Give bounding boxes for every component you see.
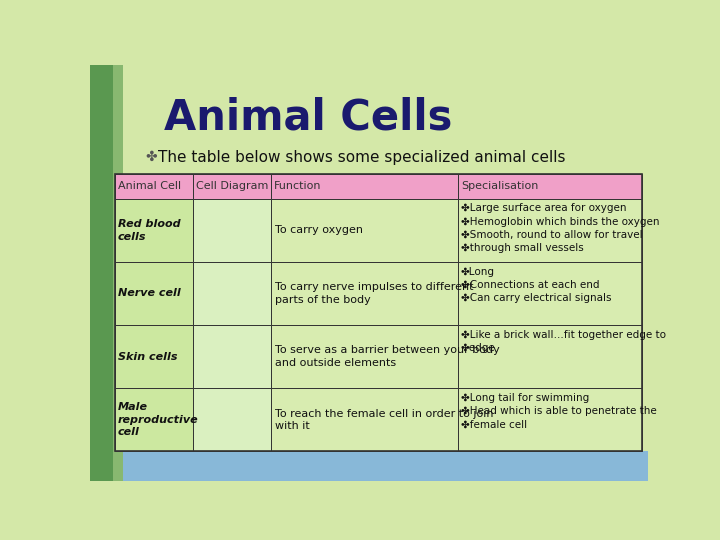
Bar	[271, 174, 458, 199]
Text: The table below shows some specialized animal cells: The table below shows some specialized a…	[158, 150, 566, 165]
Text: Function: Function	[274, 181, 321, 192]
Text: Nerve cell: Nerve cell	[118, 288, 181, 299]
Bar	[458, 325, 642, 388]
Bar	[193, 262, 271, 325]
Bar	[114, 174, 642, 451]
Bar	[114, 174, 193, 199]
Bar	[193, 199, 271, 262]
Bar	[193, 388, 271, 451]
Text: Animal Cell: Animal Cell	[118, 181, 181, 192]
Text: ✤: ✤	[145, 150, 158, 164]
Text: Red blood
cells: Red blood cells	[118, 219, 181, 241]
Text: To carry nerve impulses to different
parts of the body: To carry nerve impulses to different par…	[274, 282, 473, 305]
Bar	[122, 451, 648, 481]
Bar	[193, 325, 271, 388]
Text: To carry oxygen: To carry oxygen	[274, 225, 363, 235]
Bar	[114, 325, 193, 388]
Bar	[114, 199, 193, 262]
Bar	[458, 174, 642, 199]
Bar	[90, 65, 113, 481]
Text: ✤Long
✤Connections at each end
✤Can carry electrical signals: ✤Long ✤Connections at each end ✤Can carr…	[461, 267, 611, 303]
Bar	[193, 174, 271, 199]
Bar	[113, 65, 122, 481]
Text: ✤Like a brick wall…fit together edge to
✤edge: ✤Like a brick wall…fit together edge to …	[461, 330, 666, 353]
Text: To reach the female cell in order to join
with it: To reach the female cell in order to joi…	[274, 409, 493, 431]
Text: Specialisation: Specialisation	[461, 181, 539, 192]
Text: ✤Large surface area for oxygen
✤Hemoglobin which binds the oxygen
✤Smooth, round: ✤Large surface area for oxygen ✤Hemoglob…	[461, 204, 660, 253]
Text: To serve as a barrier between your body
and outside elements: To serve as a barrier between your body …	[274, 346, 500, 368]
Bar	[114, 262, 193, 325]
Bar	[271, 262, 458, 325]
Bar	[271, 388, 458, 451]
Bar	[458, 388, 642, 451]
Text: Cell Diagram: Cell Diagram	[196, 181, 269, 192]
Bar	[114, 388, 193, 451]
Text: ✤Long tail for swimming
✤Head which is able to penetrate the
✤female cell: ✤Long tail for swimming ✤Head which is a…	[461, 393, 657, 429]
Bar	[271, 325, 458, 388]
Text: Animal Cells: Animal Cells	[163, 96, 452, 138]
Text: Skin cells: Skin cells	[118, 352, 177, 362]
Bar	[458, 199, 642, 262]
Text: Male
reproductive
cell: Male reproductive cell	[118, 402, 199, 437]
Bar	[458, 262, 642, 325]
Bar	[271, 199, 458, 262]
